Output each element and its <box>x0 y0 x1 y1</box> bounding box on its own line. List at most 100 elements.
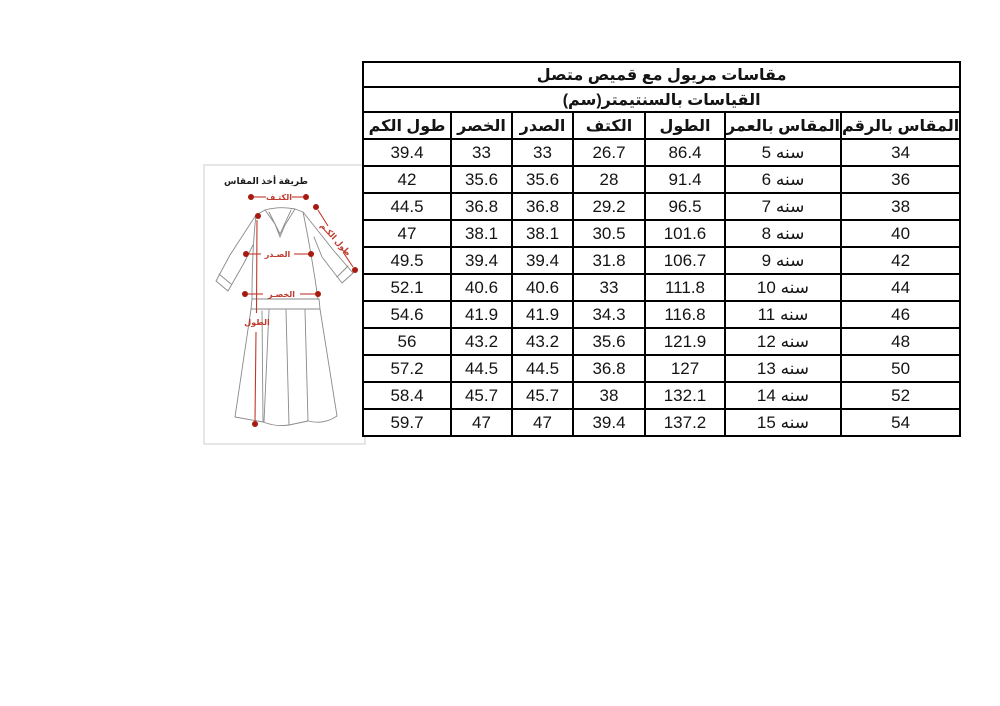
cell-size-age: سنه 12 <box>724 327 842 356</box>
table-row: 34 سنه 5 86.4 26.7 33 33 39.4 <box>362 138 962 167</box>
cell-sleeve: 57.2 <box>362 354 452 383</box>
cell-sleeve: 58.4 <box>362 381 452 410</box>
table-row: 54 سنه 15 137.2 39.4 47 47 59.7 <box>362 408 962 437</box>
cell-waist: 40.6 <box>450 273 513 302</box>
cell-length: 116.8 <box>644 300 726 329</box>
cell-size-number: 48 <box>839 327 962 356</box>
table-row: 48 سنه 12 121.9 35.6 43.2 43.2 56 <box>362 327 962 356</box>
cell-waist: 43.2 <box>450 327 513 356</box>
cell-size-number: 34 <box>839 138 962 167</box>
cell-chest: 47 <box>511 408 574 437</box>
sleeve-measure-label: طول الكـم <box>319 221 353 258</box>
cell-waist: 38.1 <box>450 219 513 248</box>
size-table: مقاسات مريول مع قميص متصل القياسات بالسن… <box>361 61 962 437</box>
table-row: 52 سنه 14 132.1 38 45.7 45.7 58.4 <box>362 381 962 410</box>
cell-size-age: سنه 7 <box>724 192 842 221</box>
cell-size-number: 54 <box>839 408 962 437</box>
cell-chest: 44.5 <box>511 354 574 383</box>
cell-chest: 33 <box>511 138 574 167</box>
cell-shoulder: 31.8 <box>572 246 646 275</box>
cell-size-number: 40 <box>839 219 962 248</box>
chest-measure-label: الصـدر <box>264 250 291 259</box>
cell-length: 91.4 <box>644 165 726 194</box>
measurement-diagram-svg: طريقة أخذ المقاس <box>203 164 366 445</box>
column-header: طول الكم <box>362 111 452 140</box>
cell-shoulder: 28 <box>572 165 646 194</box>
measurement-diagram: طريقة أخذ المقاس <box>196 163 372 455</box>
cell-sleeve: 44.5 <box>362 192 452 221</box>
cell-waist: 47 <box>450 408 513 437</box>
table-row: 44 سنه 10 111.8 33 40.6 40.6 52.1 <box>362 273 962 302</box>
cell-length: 86.4 <box>644 138 726 167</box>
column-header: الصدر <box>511 111 574 140</box>
table-row: 38 سنه 7 96.5 29.2 36.8 36.8 44.5 <box>362 192 962 221</box>
cell-sleeve: 42 <box>362 165 452 194</box>
table-header-row: المقاس بالرقم المقاس بالعمر الطول الكتف … <box>362 111 962 140</box>
table-title: مقاسات مريول مع قميص متصل <box>361 61 962 88</box>
cell-size-age: سنه 8 <box>724 219 842 248</box>
cell-size-age: سنه 11 <box>724 300 842 329</box>
cell-shoulder: 30.5 <box>572 219 646 248</box>
shoulder-measure-label: الكتـف <box>266 193 292 202</box>
column-header: المقاس بالرقم <box>839 111 962 140</box>
cell-sleeve: 47 <box>362 219 452 248</box>
column-header: الخصر <box>450 111 513 140</box>
cell-size-age: سنه 15 <box>724 408 842 437</box>
cell-waist: 44.5 <box>450 354 513 383</box>
cell-size-number: 44 <box>839 273 962 302</box>
cell-length: 101.6 <box>644 219 726 248</box>
cell-shoulder: 34.3 <box>572 300 646 329</box>
cell-chest: 35.6 <box>511 165 574 194</box>
length-measure-label: الطول <box>244 318 270 327</box>
cell-size-age: سنه 10 <box>724 273 842 302</box>
cell-chest: 41.9 <box>511 300 574 329</box>
table-row: 46 سنه 11 116.8 34.3 41.9 41.9 54.6 <box>362 300 962 329</box>
cell-size-number: 52 <box>839 381 962 410</box>
cell-length: 106.7 <box>644 246 726 275</box>
cell-sleeve: 56 <box>362 327 452 356</box>
cell-shoulder: 26.7 <box>572 138 646 167</box>
table-body: 34 سنه 5 86.4 26.7 33 33 39.4 36 سنه 6 9… <box>362 138 962 437</box>
cell-length: 127 <box>644 354 726 383</box>
cell-length: 132.1 <box>644 381 726 410</box>
table-title-row: مقاسات مريول مع قميص متصل <box>361 61 962 88</box>
cell-waist: 33 <box>450 138 513 167</box>
diagram-frame <box>203 164 366 445</box>
cell-chest: 43.2 <box>511 327 574 356</box>
cell-chest: 39.4 <box>511 246 574 275</box>
cell-shoulder: 39.4 <box>572 408 646 437</box>
column-header: الطول <box>644 111 726 140</box>
table-row: 40 سنه 8 101.6 30.5 38.1 38.1 47 <box>362 219 962 248</box>
table-row: 50 سنه 13 127 36.8 44.5 44.5 57.2 <box>362 354 962 383</box>
measurement-labels: الكتـف الصـدر الخصـر الطول طول الكـم <box>244 193 352 327</box>
cell-length: 96.5 <box>644 192 726 221</box>
cell-shoulder: 38 <box>572 381 646 410</box>
cell-size-age: سنه 5 <box>724 138 842 167</box>
cell-chest: 38.1 <box>511 219 574 248</box>
column-header: المقاس بالعمر <box>724 111 842 140</box>
column-header: الكتف <box>572 111 646 140</box>
cell-sleeve: 59.7 <box>362 408 452 437</box>
cell-size-number: 50 <box>839 354 962 383</box>
cell-length: 121.9 <box>644 327 726 356</box>
table-subtitle: القياسات بالسنتيمتر(سم) <box>361 86 962 113</box>
cell-chest: 45.7 <box>511 381 574 410</box>
cell-chest: 40.6 <box>511 273 574 302</box>
cell-length: 111.8 <box>644 273 726 302</box>
cell-shoulder: 36.8 <box>572 354 646 383</box>
cell-shoulder: 29.2 <box>572 192 646 221</box>
cell-length: 137.2 <box>644 408 726 437</box>
cell-waist: 41.9 <box>450 300 513 329</box>
diagram-title: طريقة أخذ المقاس <box>224 175 308 187</box>
measurement-dots <box>242 194 358 427</box>
cell-sleeve: 49.5 <box>362 246 452 275</box>
cell-sleeve: 39.4 <box>362 138 452 167</box>
cell-shoulder: 35.6 <box>572 327 646 356</box>
cell-size-number: 46 <box>839 300 962 329</box>
table-row: 36 سنه 6 91.4 28 35.6 35.6 42 <box>362 165 962 194</box>
cell-size-number: 38 <box>839 192 962 221</box>
cell-sleeve: 54.6 <box>362 300 452 329</box>
table-row: 42 سنه 9 106.7 31.8 39.4 39.4 49.5 <box>362 246 962 275</box>
cell-sleeve: 52.1 <box>362 273 452 302</box>
